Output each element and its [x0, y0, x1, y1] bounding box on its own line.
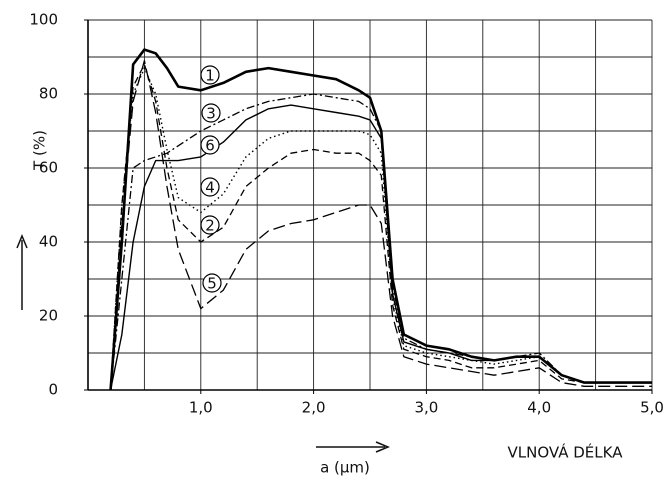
- series-label-circle: [200, 65, 220, 85]
- y-tick-label: 80: [39, 85, 58, 103]
- series-label: 5: [207, 275, 217, 293]
- series-line: [109, 67, 652, 391]
- series-line: [109, 104, 652, 391]
- series-line: [109, 48, 652, 391]
- y-tick-label: 100: [29, 11, 58, 29]
- series-label-circle: [200, 215, 220, 235]
- x-axis-label-2: VLNOVÁ DÉLKA: [508, 443, 624, 462]
- y-tick-label: 40: [39, 233, 58, 251]
- x-tick-label: 4,0: [527, 399, 551, 417]
- y-arrow-head: [16, 234, 28, 249]
- y-axis-label: T (%): [31, 130, 49, 171]
- x-arrow-head: [375, 441, 390, 453]
- series-label-circle: [201, 103, 221, 123]
- y-tick-label: 0: [48, 381, 58, 399]
- x-tick-label: 2,0: [302, 399, 326, 417]
- series-label: 1: [205, 67, 215, 85]
- x-tick-label: 3,0: [414, 399, 438, 417]
- series-line: [109, 63, 652, 391]
- series-label-circle: [202, 273, 222, 293]
- series-label-circle: [200, 177, 220, 197]
- series-label-circle: [200, 135, 220, 155]
- y-tick-label: 60: [39, 159, 58, 177]
- x-axis-label: a (µm): [320, 459, 370, 477]
- series-label: 2: [205, 217, 215, 235]
- x-tick-label: 1,0: [189, 399, 213, 417]
- series-line: [109, 60, 652, 391]
- series-label: 3: [206, 105, 216, 123]
- series-label: 4: [205, 179, 215, 197]
- x-tick-label: 5,0: [640, 399, 664, 417]
- series-label: 6: [205, 137, 215, 155]
- y-tick-label: 20: [39, 307, 58, 325]
